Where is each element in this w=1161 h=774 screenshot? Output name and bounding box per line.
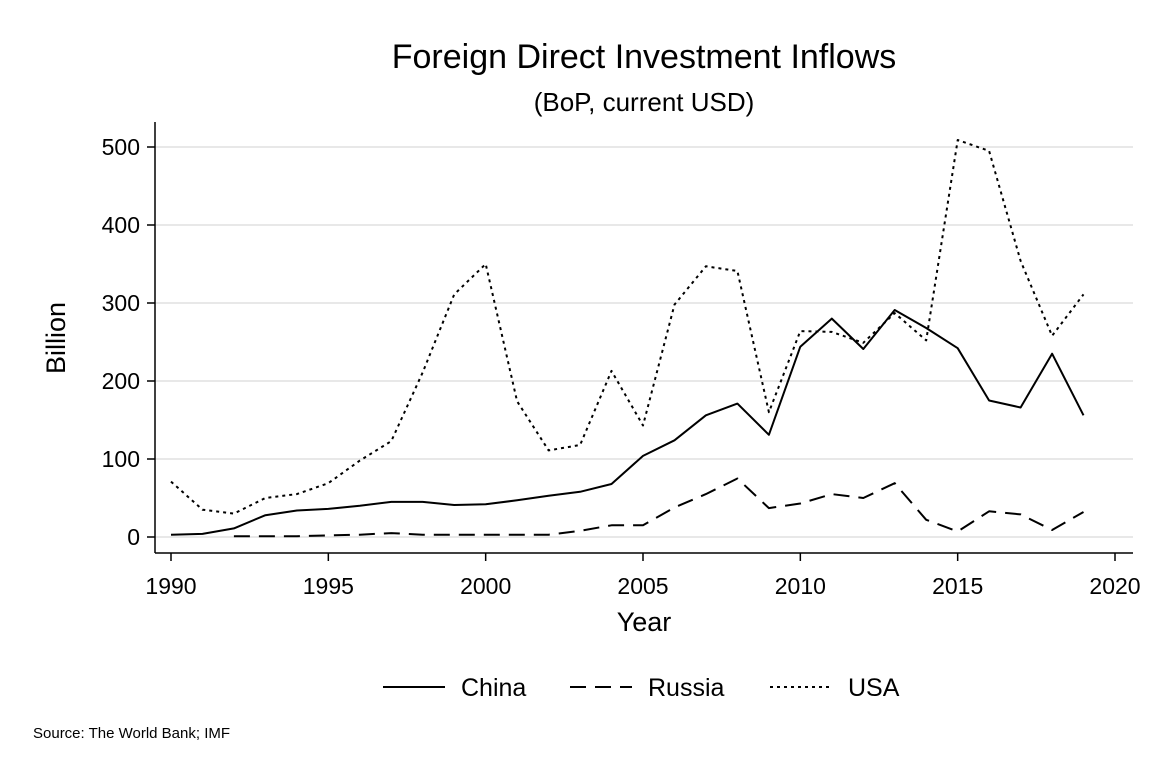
y-tick-label-300: 300 xyxy=(102,290,140,316)
series-line-russia xyxy=(233,477,1084,538)
series-line-china xyxy=(170,309,1085,536)
legend-label-china: China xyxy=(461,674,526,702)
legend: China Russia USA xyxy=(383,674,900,702)
x-tick-label-1990: 1990 xyxy=(145,573,196,599)
series-line-usa xyxy=(170,139,1085,515)
x-axis-title: Year xyxy=(617,607,672,637)
chart-subtitle: (BoP, current USD) xyxy=(534,87,755,117)
x-tick-label-2020: 2020 xyxy=(1089,573,1140,599)
y-tick-label-100: 100 xyxy=(102,446,140,472)
x-tick-label-2010: 2010 xyxy=(775,573,826,599)
x-tick-label-2015: 2015 xyxy=(932,573,983,599)
series-lines xyxy=(170,139,1085,538)
y-tick-label-200: 200 xyxy=(102,368,140,394)
y-tick-label-0: 0 xyxy=(127,524,140,550)
chart-title: Foreign Direct Investment Inflows xyxy=(392,38,897,76)
gridlines xyxy=(155,146,1133,538)
x-tick-label-1995: 1995 xyxy=(303,573,354,599)
x-tick-label-2000: 2000 xyxy=(460,573,511,599)
x-tick-label-2005: 2005 xyxy=(617,573,668,599)
legend-label-usa: USA xyxy=(848,674,900,702)
y-tick-label-500: 500 xyxy=(102,134,140,160)
axes: 0 100 200 300 400 500 1990 1995 2000 2005 2010 2015… xyxy=(102,122,1141,599)
y-tick-label-400: 400 xyxy=(102,212,140,238)
y-axis-title: Billion xyxy=(41,302,71,374)
legend-label-russia: Russia xyxy=(648,674,725,702)
source-note: Source: The World Bank; IMF xyxy=(33,725,231,742)
